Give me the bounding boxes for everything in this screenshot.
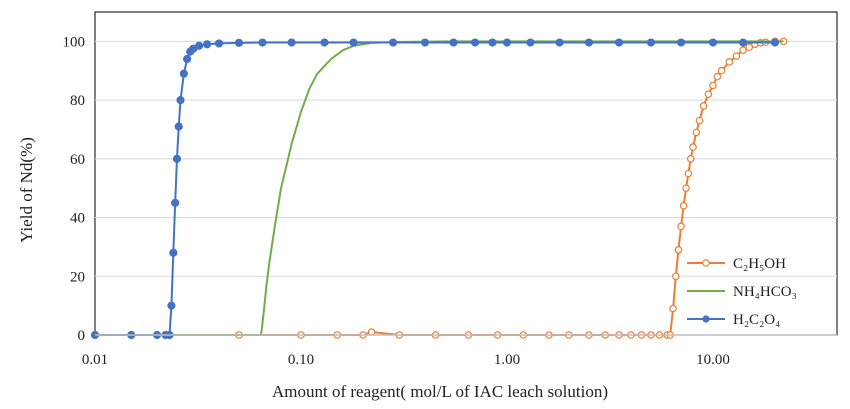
legend-label: H₂C₂O₄ [733,312,780,328]
data-point [502,38,512,47]
data-point [526,38,535,47]
data-point [470,38,480,47]
y-tick-label: 60 [70,152,85,168]
data-point [258,38,267,47]
x-tick-label: 0.10 [288,352,314,368]
data-point [194,41,204,50]
data-point [682,184,690,192]
data-point [584,38,594,47]
legend-label: C₂H₅OH [733,256,786,272]
data-point [717,66,726,75]
series-2 [95,40,784,336]
data-point [738,38,748,47]
legend-label: NH₄HCO₃ [733,284,797,300]
data-point [179,69,188,78]
y-tick-label: 0 [78,328,86,344]
x-tick-label: 10.00 [696,352,730,368]
legend: C₂H₅OH NH₄HCO₃ H₂C₂O₄ [687,256,797,328]
data-point [677,222,685,231]
data-point [689,143,697,151]
legend-marker [702,259,710,267]
plot-area [94,11,838,336]
data-point [679,202,688,210]
data-point [488,38,497,47]
data-point [420,38,430,47]
data-point [695,116,704,125]
data-point [614,38,624,47]
data-point [320,38,329,47]
data-point [176,95,185,105]
data-point [287,38,296,47]
data-point [183,54,192,64]
series-line [95,40,784,336]
y-tick-label: 40 [70,211,85,227]
data-point [669,304,677,313]
y-axis-title: Yield of Nd(%) [17,137,36,243]
data-point [708,38,718,47]
series-3 [90,38,780,340]
data-point [171,198,180,207]
data-point [676,38,686,47]
x-tick-label: 1.00 [494,352,520,368]
data-point [713,72,722,81]
data-point [172,154,182,163]
data-point [674,246,683,254]
legend-marker [702,315,710,323]
data-point [174,122,183,131]
y-tick-label: 20 [70,269,85,285]
data-point [169,248,178,257]
y-tick-label: 80 [70,93,85,109]
data-point [202,40,212,49]
data-point [349,38,358,47]
data-point [672,272,680,281]
data-point [214,39,224,48]
x-tick-label: 0.01 [82,352,108,368]
data-point [646,38,656,47]
data-point [555,38,564,47]
x-axis-title: Amount of reagent( mol/L of IAC leach so… [272,382,608,401]
data-point [709,81,717,90]
data-point [684,169,693,178]
data-point [725,58,734,66]
data-point [704,90,713,99]
data-point [739,46,747,54]
data-point [167,301,176,310]
y-tick-label: 100 [63,34,86,50]
series-line [95,41,775,336]
data-point [234,38,244,47]
data-point [389,38,398,47]
data-point [686,155,695,163]
data-point [770,38,780,47]
data-point [732,52,741,60]
data-point [699,102,708,110]
data-point [745,43,754,52]
data-point [449,38,458,47]
data-point [692,128,701,137]
